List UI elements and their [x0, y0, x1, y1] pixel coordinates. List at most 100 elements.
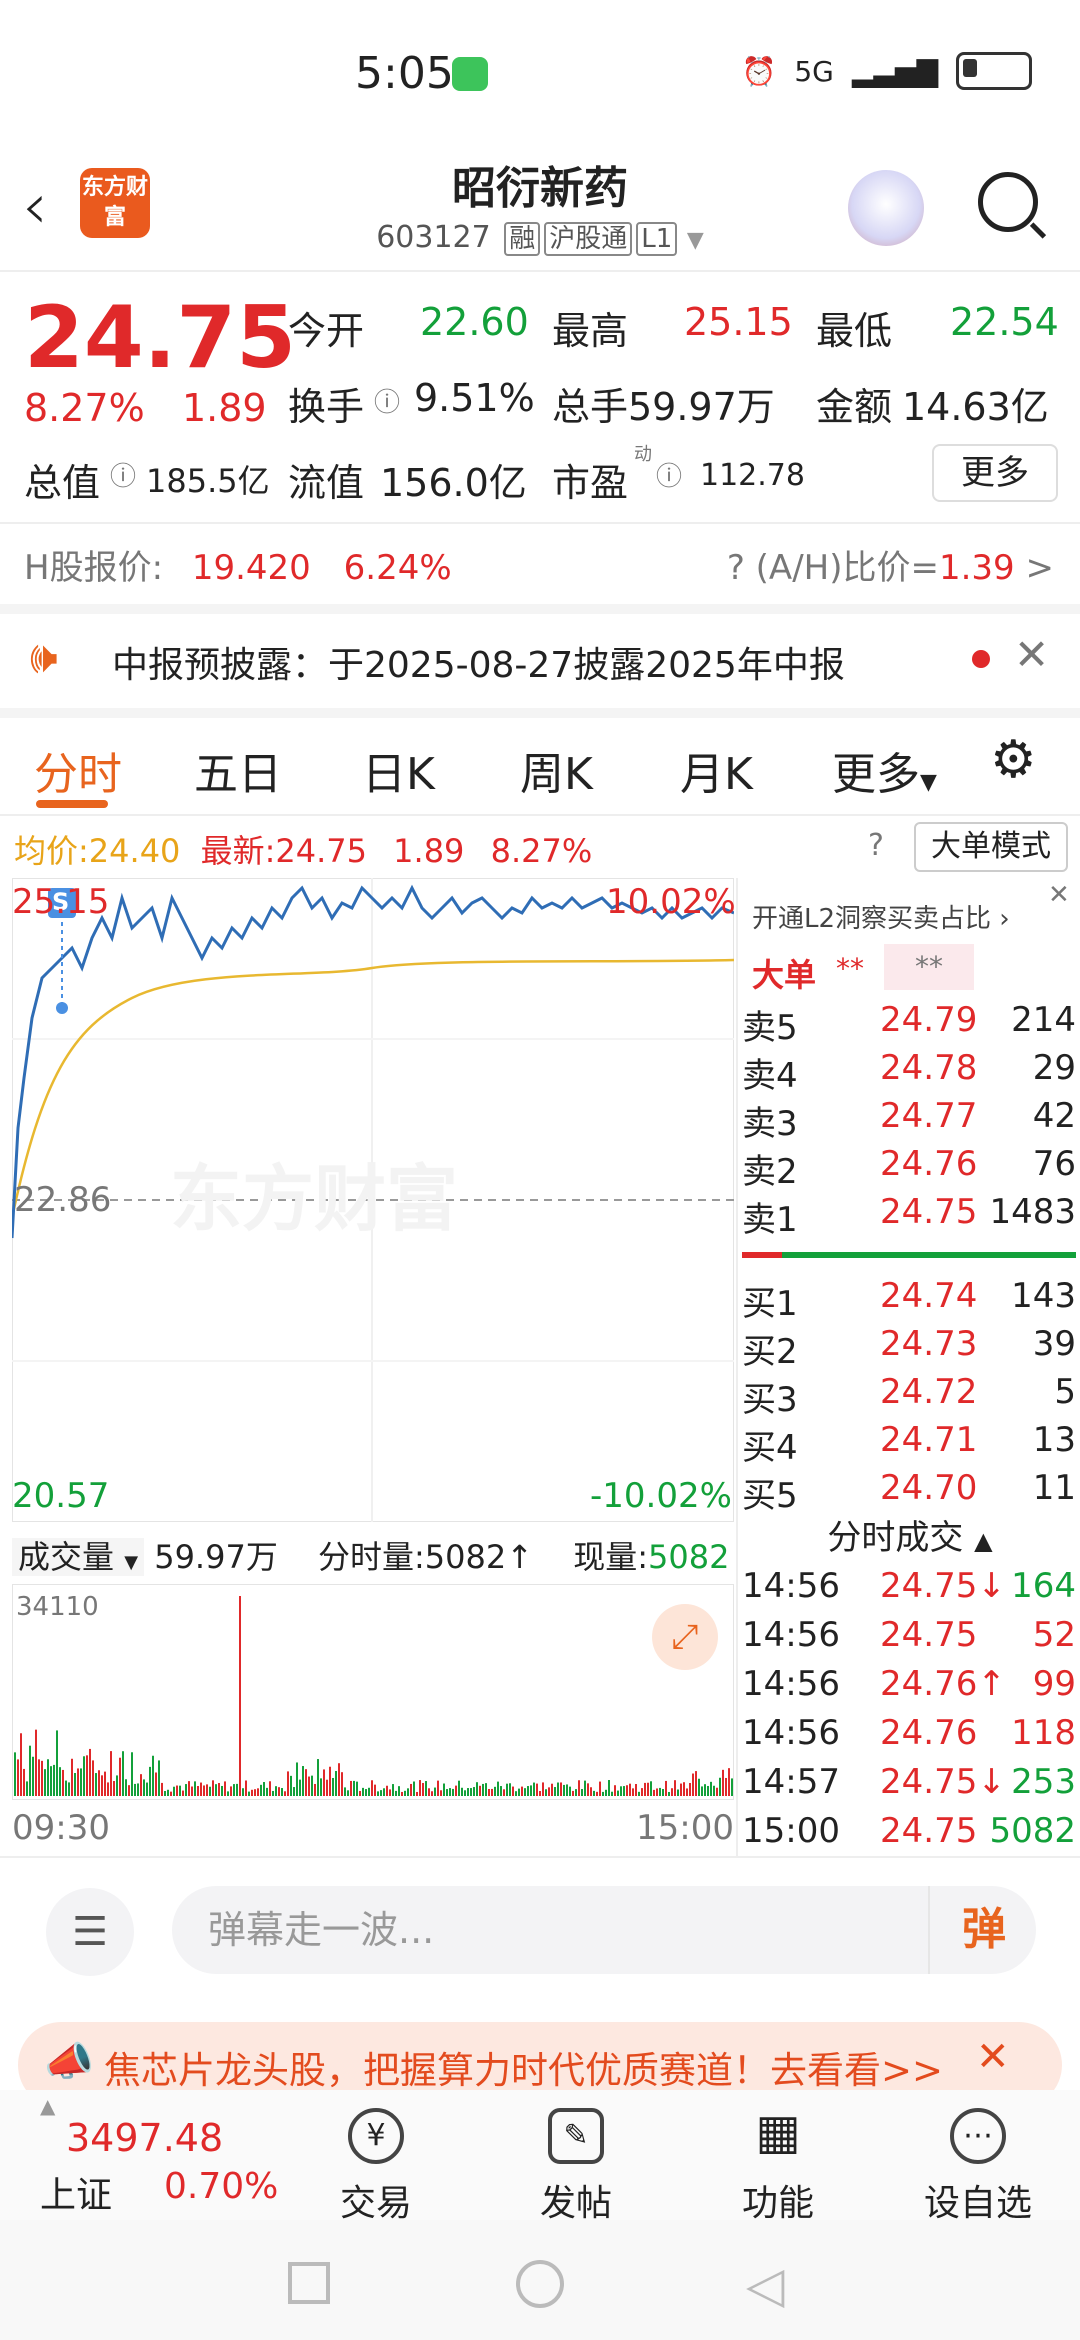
bid-row[interactable]: 买2 24.73 39 — [742, 1324, 1076, 1372]
notice-text[interactable]: 中报预披露：于2025-08-27披露2025年中报 — [112, 645, 845, 686]
search-icon[interactable] — [978, 172, 1038, 232]
ask-row[interactable]: 卖4 24.78 29 — [742, 1048, 1076, 1096]
danmaku-input[interactable]: 弹幕走一波... — [172, 1886, 1036, 1974]
bid-row[interactable]: 买4 24.71 13 — [742, 1420, 1076, 1468]
connect-tag: 沪股通 — [544, 222, 633, 256]
volume-bar — [638, 1791, 640, 1796]
tab-intraday[interactable]: 分时 — [34, 749, 122, 800]
settings-gear-icon[interactable]: ⚙ — [990, 730, 1037, 790]
last-label: 最新: — [200, 832, 276, 870]
volume-bar — [431, 1791, 433, 1796]
chat-settings-icon[interactable]: ☰ — [46, 1888, 134, 1976]
danmaku-send-button[interactable]: 弹 — [928, 1886, 1038, 1974]
bid-row[interactable]: 买5 24.70 11 — [742, 1468, 1076, 1516]
back-icon[interactable]: ‹ — [22, 170, 48, 244]
ask-price: 24.75 — [880, 1192, 978, 1232]
volume-bar — [497, 1781, 499, 1796]
expand-up-icon[interactable]: ▲ — [40, 2094, 56, 2118]
more-button[interactable]: 更多 — [932, 444, 1058, 502]
expand-icon[interactable]: ⤢ — [652, 1604, 718, 1670]
volume-bar — [362, 1787, 364, 1796]
volume-bar — [482, 1783, 484, 1796]
volume-bar — [149, 1766, 151, 1796]
help-icon[interactable]: ? — [726, 548, 745, 588]
close-icon[interactable]: ✕ — [976, 2034, 1010, 2080]
tab-five-day[interactable]: 五日 — [194, 749, 282, 800]
volume-selector[interactable]: 成交量 ▼ — [12, 1538, 145, 1576]
current-price: 24.75 — [24, 288, 297, 388]
volume-bar — [71, 1758, 73, 1796]
header-divider — [0, 270, 1080, 272]
volume-bar — [437, 1780, 439, 1796]
nav-post[interactable]: ✎ 发帖 — [506, 2108, 646, 2226]
nav-functions[interactable]: ▦ 功能 — [708, 2108, 848, 2226]
info-icon[interactable]: ⓘ — [374, 388, 401, 418]
volume-bar — [530, 1785, 532, 1796]
volume-bar — [560, 1782, 562, 1796]
tick-volume: 253 — [1011, 1762, 1076, 1802]
volume-bar — [128, 1785, 130, 1796]
active-tab-indicator — [36, 800, 108, 808]
tab-weekly-k[interactable]: 周K — [520, 749, 593, 800]
ticks-title[interactable]: 分时成交 ▲ — [740, 1510, 1080, 1559]
volume-bar — [719, 1777, 721, 1796]
index-name: 上证 — [40, 2175, 113, 2216]
volume-chart-svg — [14, 1596, 733, 1796]
volume-chart[interactable] — [12, 1584, 734, 1800]
nav-add-watchlist[interactable]: ⋯ 设自选 — [908, 2108, 1048, 2226]
ad-text[interactable]: 焦芯片龙头股，把握算力时代优质赛道！去看看>> — [104, 2049, 944, 2092]
volume-bar — [284, 1791, 286, 1796]
ask-price: 24.79 — [880, 1000, 978, 1040]
volume-bar — [86, 1755, 88, 1796]
help-icon[interactable]: ? — [868, 828, 884, 863]
volume-bar — [56, 1730, 58, 1796]
chart-high-pct: 10.02% — [606, 882, 736, 922]
volume-bar — [410, 1783, 412, 1796]
volume-bar — [161, 1782, 163, 1796]
l2-promo[interactable]: 开通L2洞察买卖占比 › — [752, 898, 1010, 935]
home-icon[interactable] — [516, 2260, 564, 2308]
app-logo[interactable]: 东方财富 — [80, 168, 150, 238]
ask-row[interactable]: 卖3 24.77 42 — [742, 1096, 1076, 1144]
volume-bar — [407, 1788, 409, 1796]
h-share-change: 6.24% — [343, 548, 452, 588]
ask-row[interactable]: 卖5 24.79 214 — [742, 1000, 1076, 1048]
info-icon[interactable]: ⓘ — [110, 462, 137, 492]
bid-row[interactable]: 买1 24.74 143 — [742, 1276, 1076, 1324]
avg-value: 24.40 — [88, 832, 181, 870]
tab-daily-k[interactable]: 日K — [362, 749, 435, 800]
close-icon[interactable]: ✕ — [1048, 880, 1070, 910]
volume-bar — [185, 1784, 187, 1796]
nav-trade[interactable]: ¥ 交易 — [306, 2108, 446, 2226]
tab-monthly-k[interactable]: 月K — [680, 749, 753, 800]
volume-bar — [584, 1780, 586, 1796]
chart-high-label: 25.15 — [12, 882, 110, 922]
trade-marker-s[interactable]: S — [52, 888, 70, 916]
h-share-row[interactable]: H股报价: 19.420 6.24% ? (A/H)比价=1.39 > — [24, 540, 1054, 589]
bid-row[interactable]: 买3 24.72 5 — [742, 1372, 1076, 1420]
volume-bar — [623, 1786, 625, 1796]
volume-bar — [404, 1790, 406, 1796]
ask-row[interactable]: 卖1 24.75 1483 — [742, 1192, 1076, 1240]
volume-bar — [704, 1784, 706, 1796]
tick-row: 14:56 24.76↑ 99 — [742, 1664, 1076, 1710]
volume-bar — [470, 1788, 472, 1796]
ask-row[interactable]: 卖2 24.76 76 — [742, 1144, 1076, 1192]
big-order-mode-button[interactable]: 大单模式 — [914, 822, 1068, 872]
close-icon[interactable]: ✕ — [1014, 630, 1050, 679]
stock-code-row[interactable]: 603127 融沪股通 L1 ▼ — [0, 218, 1080, 256]
tab-more[interactable]: 更多▼ — [832, 738, 937, 802]
index-value[interactable]: 3497.48 — [66, 2116, 224, 2160]
assistant-avatar-icon[interactable] — [848, 170, 924, 246]
avg-price-row: 均价:24.40 最新:24.75 1.89 8.27% — [14, 826, 592, 872]
order-book-panel — [736, 878, 1080, 1858]
volume-bar — [515, 1791, 517, 1796]
volume-bar — [500, 1786, 502, 1796]
volume-bar — [50, 1766, 52, 1796]
volume-bar — [596, 1791, 598, 1796]
volume-bar — [125, 1779, 127, 1796]
info-icon[interactable]: ⓘ — [656, 462, 683, 492]
low-label: 最低 — [816, 309, 893, 353]
back-nav-icon[interactable]: ◁ — [746, 2256, 785, 2314]
recent-apps-icon[interactable] — [288, 2262, 330, 2304]
